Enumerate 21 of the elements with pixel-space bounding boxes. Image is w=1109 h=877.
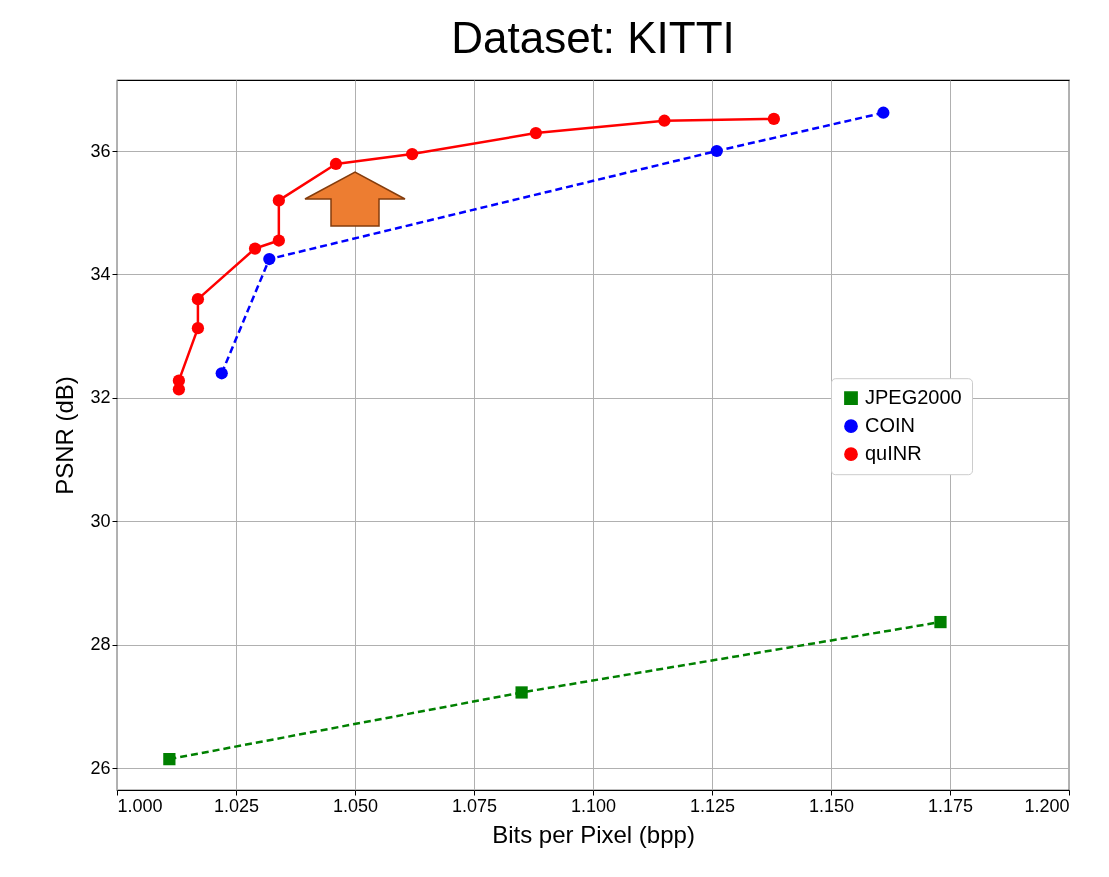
y-tick-label: 26 — [90, 757, 111, 778]
y-tick-label: 32 — [90, 387, 111, 408]
x-tick-label: 1.025 — [213, 795, 260, 816]
y-tick-label: 28 — [90, 634, 111, 655]
legend-label: COIN — [865, 414, 915, 437]
y-tick-label: 34 — [90, 263, 111, 284]
y-tick-label: 30 — [90, 510, 111, 531]
y-tick-label: 36 — [90, 140, 111, 161]
x-tick-label: 1.200 — [1024, 795, 1070, 816]
x-tick-label: 1.050 — [332, 795, 379, 816]
chart-title: Dataset: KITTI — [451, 13, 735, 62]
x-tick-label: 1.075 — [451, 795, 498, 816]
legend-label: JPEG2000 — [865, 386, 962, 409]
x-tick-label: 1.150 — [808, 795, 855, 816]
x-tick-label: 1.100 — [570, 795, 617, 816]
x-axis-title: Bits per Pixel (bpp) — [492, 820, 695, 848]
x-tick-label: 1.175 — [927, 795, 974, 816]
x-tick-label: 1.000 — [117, 795, 163, 816]
x-tick-label: 1.125 — [689, 795, 736, 816]
y-axis-title: PSNR (dB) — [51, 376, 79, 495]
legend-label: quINR — [865, 442, 922, 465]
